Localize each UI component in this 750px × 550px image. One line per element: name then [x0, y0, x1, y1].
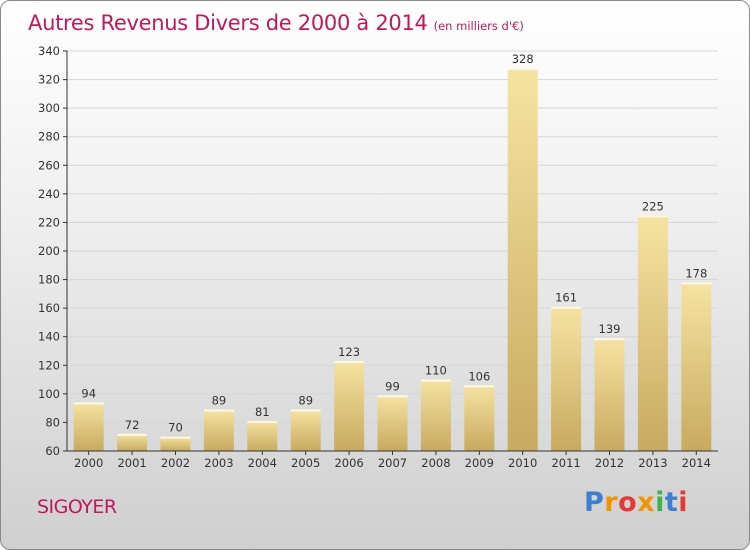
- bar-2013: [637, 215, 668, 451]
- bar-highlight: [594, 338, 625, 341]
- x-tick-label: 2007: [378, 456, 407, 470]
- x-tick-label: 2011: [551, 456, 580, 470]
- logo-letter: o: [618, 487, 638, 518]
- logo-letter: x: [637, 487, 656, 518]
- x-tick-label: 2005: [291, 456, 320, 470]
- x-tick-label: 2000: [74, 456, 103, 470]
- x-tick-label: 2010: [508, 456, 537, 470]
- value-label: 81: [255, 405, 270, 419]
- value-label: 94: [81, 386, 96, 400]
- value-label: 89: [212, 394, 227, 408]
- value-label: 123: [338, 345, 360, 359]
- x-tick-label: 2014: [682, 456, 711, 470]
- bar-highlight: [117, 433, 148, 436]
- x-tick-label: 2008: [421, 456, 450, 470]
- axes: 60 80 100 120 140 160 180 200 220 240 260 280 300 320…: [38, 44, 718, 470]
- bar-highlight: [377, 395, 408, 398]
- bar-2014: [681, 282, 712, 451]
- bar-2008: [420, 379, 451, 451]
- y-tick-label: 180: [38, 273, 60, 287]
- y-tick-label: 200: [38, 244, 60, 258]
- value-label: 161: [555, 291, 577, 305]
- y-tick-label: 300: [38, 101, 60, 115]
- value-label: 225: [642, 199, 664, 213]
- y-tick-label: 60: [45, 444, 60, 458]
- bars: [73, 68, 712, 452]
- value-label: 110: [425, 364, 447, 378]
- logo-letter: i: [678, 487, 689, 518]
- logo-letter: P: [584, 487, 605, 518]
- y-tick-label: 240: [38, 187, 60, 201]
- x-tick-label: 2012: [595, 456, 624, 470]
- bar-2003: [203, 409, 234, 451]
- bar-highlight: [681, 282, 712, 285]
- bar-2002: [160, 436, 191, 451]
- value-label: 178: [685, 266, 707, 280]
- chart-title-text: Autres Revenus Divers de 2000 à 2014: [28, 11, 428, 35]
- bar-highlight: [507, 68, 538, 71]
- value-label: 106: [468, 369, 490, 383]
- y-tick-label: 120: [38, 358, 60, 372]
- x-tick-label: 2001: [117, 456, 146, 470]
- value-label: 70: [168, 421, 183, 435]
- value-label: 99: [385, 379, 400, 393]
- y-tick-label: 100: [38, 387, 60, 401]
- y-tick-label: 80: [45, 415, 60, 429]
- bar-2006: [334, 361, 365, 451]
- bar-2007: [377, 395, 408, 451]
- y-tick-label: 340: [38, 44, 60, 58]
- logo-letter: t: [664, 487, 679, 518]
- bar-highlight: [290, 409, 321, 412]
- y-tick-label: 260: [38, 158, 60, 172]
- x-tick-label: 2006: [334, 456, 363, 470]
- bar-highlight: [73, 402, 104, 405]
- chart-title: Autres Revenus Divers de 2000 à 2014 (en …: [28, 11, 524, 35]
- x-tick-label: 2002: [161, 456, 190, 470]
- bar-2001: [117, 433, 148, 451]
- value-label: 328: [512, 52, 534, 66]
- x-tick-label: 2009: [465, 456, 494, 470]
- proxiti-logo: Proxiti: [584, 487, 688, 518]
- bar-highlight: [420, 379, 451, 382]
- bar-2000: [73, 402, 104, 451]
- bar-highlight: [203, 409, 234, 412]
- y-tick-label: 140: [38, 330, 60, 344]
- y-tick-label: 320: [38, 73, 60, 87]
- x-tick-label: 2013: [638, 456, 667, 470]
- y-tick-label: 160: [38, 301, 60, 315]
- bar-highlight: [637, 215, 668, 218]
- logo-letter: i: [655, 487, 665, 518]
- value-label: 89: [298, 394, 313, 408]
- bar-highlight: [551, 306, 582, 309]
- bar-highlight: [464, 385, 495, 388]
- bar-2009: [464, 385, 495, 451]
- x-tick-label: 2004: [248, 456, 277, 470]
- x-tick-label: 2003: [204, 456, 233, 470]
- commune-name: SIGOYER: [37, 496, 117, 518]
- value-label: 139: [599, 322, 621, 336]
- bar-highlight: [334, 361, 365, 363]
- bar-2004: [247, 421, 278, 451]
- bar-highlight: [160, 436, 191, 439]
- bar-2005: [290, 409, 321, 451]
- chart-unit: (en milliers d'€): [433, 19, 524, 33]
- bar-2010: [507, 68, 538, 452]
- logo-letter: r: [604, 487, 619, 518]
- bar-highlight: [247, 421, 278, 423]
- y-tick-label: 280: [38, 130, 60, 144]
- bar-2011: [551, 306, 582, 451]
- value-labels: 94 72 70 89 81 89 123 99 110 106 328 161 139 225 178: [81, 52, 707, 435]
- y-tick-label: 220: [38, 215, 60, 229]
- bar-2012: [594, 338, 625, 451]
- value-label: 72: [125, 418, 140, 432]
